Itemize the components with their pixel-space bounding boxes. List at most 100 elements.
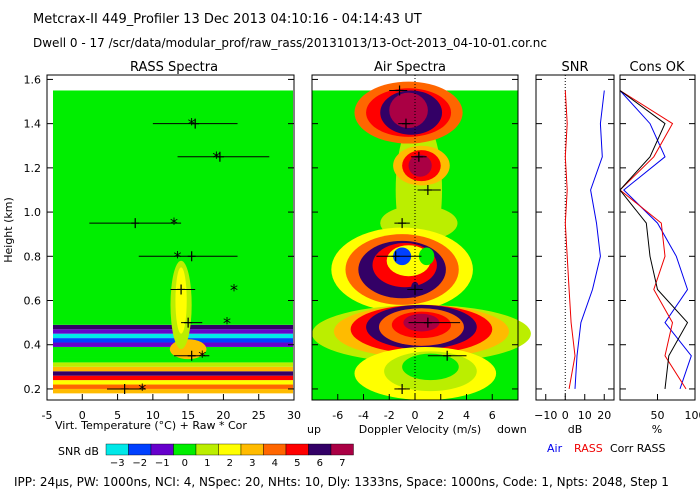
air-snr-region [389,92,428,129]
rass-snr-band [53,371,293,376]
rass-xlabel: Virt. Temperature (°C) + Raw * Cor [55,419,247,432]
colorbar-swatch [285,443,309,456]
rass-snr-band [53,338,293,343]
height-tick-label: 0.6 [24,295,42,308]
air-xtick-label: 0 [412,409,419,422]
snr-series-line [574,90,605,389]
air-velocity-marker [398,383,407,394]
legend-air: Air [547,442,563,455]
height-tick-label: 0.8 [24,250,42,263]
height-tick-label: 0.4 [24,339,42,352]
colorbar-swatch [240,443,264,456]
rass-cor-marker: * [212,148,220,167]
rass-raw-marker [191,118,200,129]
snr-title: SNR [561,60,588,75]
colorbar-tick-label: −2 [132,458,147,469]
colorbar-swatch [128,443,152,456]
rass-snr-band [53,333,293,339]
rass-xtick-label: 25 [252,409,266,422]
cons-title: Cons OK [630,60,685,75]
snr-frame [535,74,615,401]
rass-snr-band [53,357,293,363]
height-tick-label: 1.4 [24,118,42,131]
colorbar-swatch [150,443,174,456]
legend-rass: RASS [574,442,603,455]
air-xtick-label: 4 [463,409,470,422]
air-velocity-marker [395,85,404,96]
snr-xtick-label: −10 [534,409,557,422]
rass-cor-marker: * [198,347,206,366]
rass-cor-marker: * [230,280,238,299]
colorbar-tick-label: 4 [272,458,278,469]
rass-title: RASS Spectra [130,60,218,75]
snr-series-line [564,90,576,389]
air-snr-region [402,353,459,381]
cons-series-line [619,90,692,390]
rass-xtick-label: 0 [79,409,86,422]
air-xtick-label: -2 [384,409,395,422]
cons-series-line [619,90,689,389]
colorbar-swatch [173,443,197,456]
rass-spectra-panel: RASS Spectra Height (km) Virt. Temperatu… [2,60,301,432]
colorbar-swatch [105,443,129,456]
height-tick-label: 1.0 [24,206,42,219]
rass-snr-band [53,362,293,367]
colorbar-swatch [330,443,354,456]
header-line-1: Metcrax-II 449_Profiler 13 Dec 2013 04:1… [33,12,422,27]
rass-xtick-label: 30 [287,409,301,422]
rass-cor-marker: * [188,115,196,134]
air-velocity-marker [423,317,432,328]
colorbar-swatch [308,443,332,456]
colorbar-tick-label: 3 [249,458,255,469]
rass-snr-band [53,380,293,385]
air-velocity-marker [414,151,423,162]
rass-raw-marker [120,383,129,394]
colorbar-tick-label: −3 [110,458,125,469]
rass-raw-marker [187,350,196,361]
height-tick-label: 0.2 [24,383,42,396]
colorbar-tick-label: −1 [155,458,170,469]
colorbar-tick-label: 6 [317,458,323,469]
cons-xlabel: % [652,423,662,436]
cons-ok-panel: Cons OK % 50 100 [619,60,700,436]
rass-raw-marker [131,218,140,229]
air-velocity-marker [398,218,407,229]
snr-xlabel: dB [568,423,583,436]
rass-snr-band [53,366,293,372]
air-xtick-label: 2 [437,409,444,422]
air-xtick-label: 6 [489,409,496,422]
colorbar-swatch [263,443,287,456]
snr-xtick-label: 20 [597,409,611,422]
rass-xtick-label: -5 [42,409,53,422]
height-axis-label: Height (km) [2,197,15,263]
legend: Air RASS Corr RASS [547,442,665,455]
rass-raw-marker [187,251,196,262]
air-spectra-panel: Air Spectra up Doppler Velocity (m/s) do… [307,60,531,436]
rass-snr-band [53,388,293,394]
cons-series-line [619,90,687,390]
colorbar-swatch [218,443,242,456]
rass-cor-marker: * [138,380,146,399]
rass-xtick-label: 15 [181,409,195,422]
rass-snr-plume [175,267,187,334]
height-tick-label: 1.2 [24,162,42,175]
rass-xtick-label: 5 [114,409,121,422]
air-xtick-label: -6 [332,409,343,422]
rass-raw-marker [184,317,193,328]
colorbar-tick-label: 5 [294,458,300,469]
rass-cor-marker: * [174,247,182,266]
air-xlabel-up: up [307,423,321,436]
height-tick-label: 1.6 [24,73,42,86]
colorbar-tick-label: 0 [182,458,188,469]
cons-xtick-label: 100 [685,409,700,422]
rass-snr-band [53,375,293,381]
air-velocity-marker [401,118,410,129]
snr-colorbar: SNR dB −3 −2 −1 0 1 2 3 4 5 6 7 [58,443,354,469]
colorbar-tick-label: 7 [339,458,345,469]
air-velocity-marker [443,350,452,361]
cons-frame [619,74,696,401]
rass-snr-band [53,384,293,389]
air-snr-region [408,154,432,177]
rass-frame [46,74,295,401]
rass-raw-marker [177,284,186,295]
